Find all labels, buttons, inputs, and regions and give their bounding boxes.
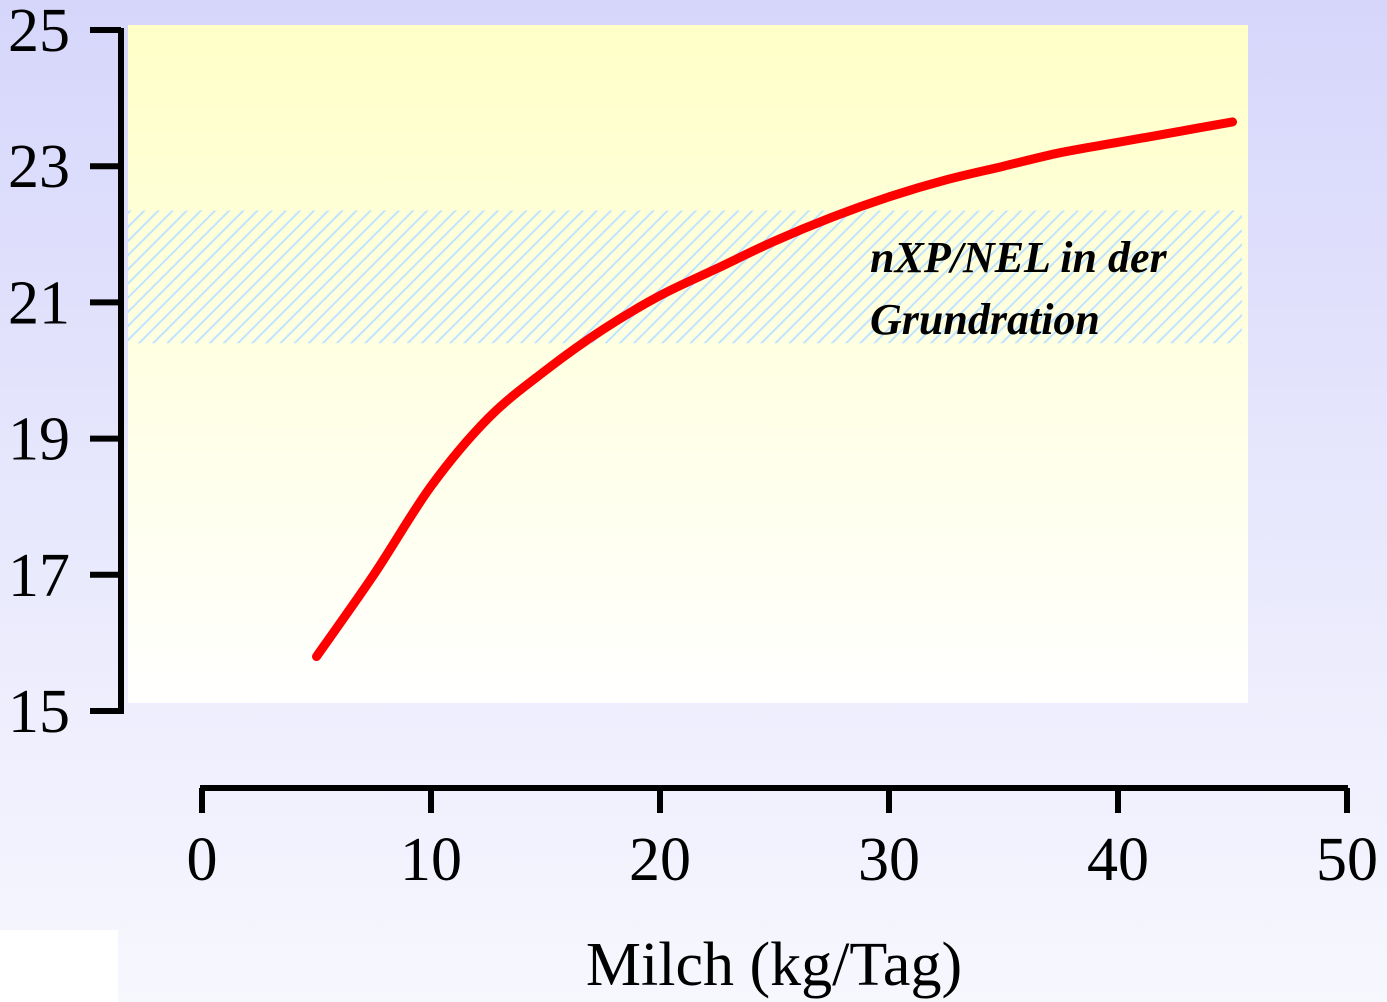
nxp-nel-band bbox=[128, 210, 1242, 344]
x-tick-label: 50 bbox=[1316, 826, 1378, 894]
x-tick-label: 40 bbox=[1087, 826, 1149, 894]
x-ticks: 0 10 20 30 40 50 bbox=[187, 788, 1378, 894]
band-label-line1: nXP/NEL in der bbox=[870, 233, 1168, 282]
y-tick-label: 25 bbox=[8, 0, 70, 65]
plot-background bbox=[128, 25, 1248, 703]
y-tick-label: 21 bbox=[8, 269, 70, 337]
band-label-line2: Grundration bbox=[870, 295, 1100, 344]
y-tick-label: 15 bbox=[8, 678, 70, 746]
x-tick-label: 10 bbox=[400, 826, 462, 894]
y-tick-label: 19 bbox=[8, 406, 70, 474]
y-ticks: 15 17 19 21 23 25 bbox=[8, 0, 121, 746]
x-axis-title: Milch (kg/Tag) bbox=[586, 931, 962, 999]
x-tick-label: 0 bbox=[187, 826, 218, 894]
y-tick-label: 17 bbox=[8, 542, 70, 610]
white-patch bbox=[0, 930, 118, 1002]
x-tick-label: 30 bbox=[858, 826, 920, 894]
series-line bbox=[312, 117, 1237, 662]
y-tick-label: 23 bbox=[8, 133, 70, 201]
x-tick-label: 20 bbox=[629, 826, 691, 894]
